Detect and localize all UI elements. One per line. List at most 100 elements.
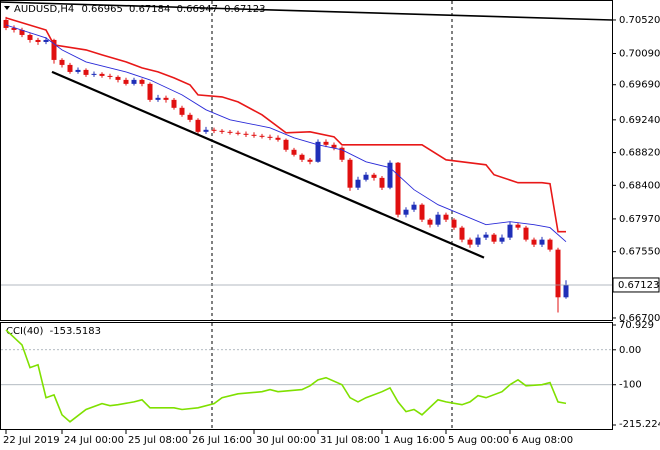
candle-body: [27, 34, 33, 40]
x-tick-label: 6 Aug 08:00: [512, 435, 573, 446]
candle-body: [267, 136, 273, 138]
x-tick-label: 31 Jul 08:00: [320, 435, 380, 446]
candle-body: [467, 239, 473, 245]
candle-body: [35, 39, 41, 42]
candle-body: [43, 39, 49, 42]
candle-body: [235, 132, 241, 134]
candle-body: [563, 284, 569, 298]
candle-body: [315, 141, 321, 162]
overlay-line: [0, 1, 613, 21]
candle-body: [107, 75, 113, 77]
candle-body: [251, 134, 257, 136]
candle-body: [275, 137, 281, 140]
x-tick-label: 5 Aug 00:00: [448, 435, 509, 446]
candle-body: [387, 162, 393, 188]
candle-body: [187, 114, 193, 120]
candle-body: [515, 224, 521, 228]
indicator-line: [5, 329, 567, 423]
y-tick-label: 0.67970: [619, 214, 660, 225]
indicator-y-tick-label: -100: [619, 380, 642, 391]
indicator-y-tick-label: -215.2247: [619, 419, 660, 430]
overlay-line: [5, 17, 566, 233]
candle-body: [139, 79, 145, 84]
x-tick-label: 22 Jul 2019: [3, 435, 60, 446]
candle-body: [547, 239, 553, 250]
candle-body: [459, 227, 465, 240]
candle-body: [307, 159, 313, 162]
candle-body: [483, 234, 489, 238]
candle-body: [243, 133, 249, 135]
price-tag-label: 0.67123: [618, 280, 659, 291]
candle-body: [379, 177, 385, 188]
y-tick-label: 0.69690: [619, 80, 660, 91]
x-tick-label: 1 Aug 16:00: [384, 435, 445, 446]
candle-body: [67, 64, 73, 72]
indicator-y-tick-label: 0.00: [619, 345, 641, 356]
candle-body: [347, 159, 353, 188]
indicator-frame: [0, 322, 613, 430]
candle-body: [19, 29, 25, 35]
symbol: AUDUSD,H4: [14, 4, 74, 15]
candle-body: [179, 107, 185, 115]
price-tag: [612, 277, 660, 293]
candle-body: [499, 237, 505, 242]
candle-body: [339, 147, 345, 160]
x-tick-label: 26 Jul 16:00: [192, 435, 252, 446]
candle-body: [195, 119, 201, 132]
candle-body: [147, 83, 153, 100]
candle-body: [371, 174, 377, 178]
candle-body: [123, 79, 129, 84]
candle-body: [539, 239, 545, 245]
y-tick-label: 0.67550: [619, 247, 660, 258]
candle-body: [355, 179, 361, 188]
candle-body: [259, 135, 265, 137]
candle-body: [491, 234, 497, 242]
candle-body: [395, 162, 401, 215]
candle-body: [419, 204, 425, 220]
candle-body: [523, 227, 529, 240]
indicator-value: -153.5183: [50, 326, 101, 337]
candle-body: [75, 69, 81, 72]
candle-body: [555, 249, 561, 298]
candle-body: [403, 209, 409, 215]
candle-body: [531, 239, 537, 245]
candle-body: [363, 174, 369, 180]
y-tick-label: 0.68820: [619, 148, 660, 159]
candle-body: [3, 19, 9, 28]
candle-body: [427, 219, 433, 225]
open-value: 0.66965: [81, 4, 122, 15]
candle-body: [443, 214, 449, 220]
high-value: 0.67184: [129, 4, 170, 15]
overlay-line: [5, 24, 567, 243]
x-tick-label: 24 Jul 00:00: [64, 435, 124, 446]
candle-body: [131, 79, 137, 84]
candle-body: [83, 69, 89, 75]
candle-body: [331, 144, 337, 148]
candle-body: [227, 131, 233, 133]
y-tick-label: 0.66700: [619, 313, 660, 324]
x-tick-label: 30 Jul 00:00: [256, 435, 316, 446]
candle-body: [323, 141, 329, 145]
candle-body: [99, 73, 105, 76]
y-tick-label: 0.70520: [619, 15, 660, 26]
candle-body: [163, 97, 169, 100]
candle-body: [475, 237, 481, 245]
candle-body: [11, 27, 17, 30]
candle-body: [411, 204, 417, 210]
low-value: 0.66947: [177, 4, 218, 15]
y-tick-label: 0.69240: [619, 115, 660, 126]
candle-body: [507, 224, 513, 238]
indicator-header: CCI(40) -153.5183: [6, 326, 101, 337]
candle-body: [291, 149, 297, 155]
candle-body: [155, 97, 161, 100]
indicator-name: CCI(40): [6, 326, 44, 337]
candle-body: [91, 73, 97, 75]
candle-body: [171, 99, 177, 108]
y-tick-label: 0.68400: [619, 180, 660, 191]
candle-body: [435, 214, 441, 225]
candle-body: [219, 130, 225, 132]
main-frame: [0, 0, 613, 321]
